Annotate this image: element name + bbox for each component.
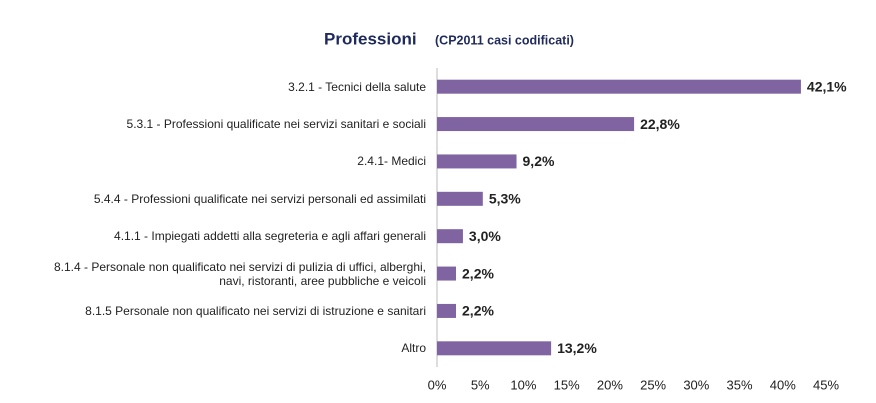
y-tick-label: 5.4.4 - Professioni qualificate nei serv…	[93, 191, 426, 206]
x-tick-label: 30%	[683, 377, 709, 392]
y-tick-label: 8.1.5 Personale non qualificato nei serv…	[85, 303, 426, 318]
y-tick-label: 3.2.1 - Tecnici della salute	[288, 79, 426, 94]
bar	[437, 229, 463, 244]
bar	[437, 79, 801, 94]
chart-subtitle: (CP2011 casi codificati)	[435, 33, 574, 47]
y-tick-label: 5.3.1 - Professioni qualificate nei serv…	[126, 117, 426, 132]
y-tick-label: 2.4.1- Medici	[357, 154, 426, 169]
x-tick-label: 40%	[770, 377, 796, 392]
value-label: 9,2%	[523, 153, 555, 169]
value-label: 22,8%	[640, 116, 680, 132]
value-label: 2,2%	[462, 265, 494, 281]
x-tick-label: 15%	[554, 377, 580, 392]
bar	[437, 266, 457, 281]
y-tick-label: 4.1.1 - Impiegati addetti alla segreteri…	[114, 229, 426, 244]
bar	[437, 191, 483, 206]
x-tick-label: 45%	[813, 377, 839, 392]
y-tick-label: 8.1.4 - Personale non qualificato nei se…	[54, 259, 426, 288]
x-tick-label: 35%	[727, 377, 753, 392]
value-label: 2,2%	[462, 303, 494, 319]
x-tick-label: 0%	[428, 377, 447, 392]
value-label: 3,0%	[469, 228, 501, 244]
value-label: 13,2%	[557, 340, 597, 356]
bar	[437, 117, 635, 132]
bar	[437, 341, 552, 356]
bar	[437, 303, 457, 318]
bar	[437, 154, 517, 169]
x-tick-label: 25%	[640, 377, 666, 392]
value-label: 5,3%	[489, 191, 521, 207]
y-tick-label: Altro	[401, 341, 426, 356]
x-tick-label: 10%	[510, 377, 536, 392]
x-tick-label: 5%	[471, 377, 490, 392]
chart-title: Professioni	[324, 29, 417, 48]
x-tick-label: 20%	[597, 377, 623, 392]
value-label: 42,1%	[807, 78, 847, 94]
